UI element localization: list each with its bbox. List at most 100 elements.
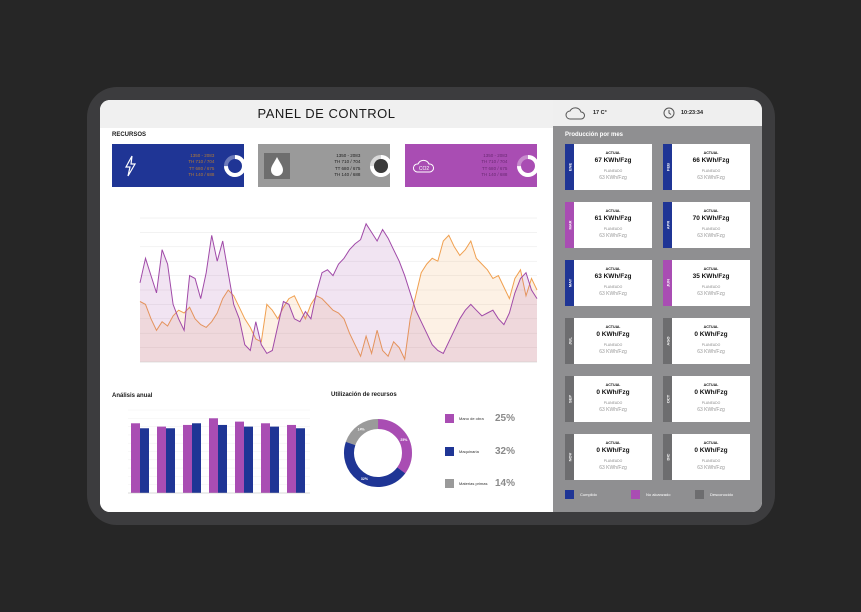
donut-slice-label: 25% xyxy=(400,438,408,442)
planned-value: 63 KWh/Fzg xyxy=(599,175,627,181)
month-card[interactable]: OCT ACTUAL 0 KWh/Fzg PLANEADO 63 KWh/Fzg xyxy=(663,376,750,422)
resource-value-line: TH 710 / 704 xyxy=(481,159,508,164)
actual-label: ACTUAL xyxy=(703,267,719,271)
month-card[interactable]: ENE ACTUAL 67 KWh/Fzg PLANEADO 63 KWh/Fzg xyxy=(565,144,652,190)
month-tab: JUN xyxy=(663,260,672,306)
actual-label: ACTUAL xyxy=(605,325,621,329)
month-card[interactable]: FEB ACTUAL 66 KWh/Fzg PLANEADO 63 KWh/Fzg xyxy=(663,144,750,190)
month-card[interactable]: JUL ACTUAL 0 KWh/Fzg PLANEADO 63 KWh/Fzg xyxy=(565,318,652,364)
bar xyxy=(270,426,279,493)
planned-label: PLANEADO xyxy=(603,459,623,463)
legend-swatch xyxy=(445,447,454,456)
weather-temp: 17 C° xyxy=(593,110,607,116)
series-area xyxy=(140,223,537,362)
planned-value: 63 KWh/Fzg xyxy=(599,407,627,413)
lightning-icon xyxy=(118,153,144,179)
resource-value-line: 1350 - 2083 xyxy=(483,152,508,158)
resource-ring xyxy=(224,154,244,177)
month-label: FEB xyxy=(665,163,670,171)
actual-label: ACTUAL xyxy=(703,151,719,155)
legend-percent: 32% xyxy=(495,446,516,457)
recursos-label: RECURSOS xyxy=(112,132,147,138)
planned-value: 63 KWh/Fzg xyxy=(697,407,725,413)
resource-values: 1350 - 2083 TH 710 / 704 TT 680 / 675 TH 14… xyxy=(166,153,214,179)
month-label: SEP xyxy=(567,394,572,404)
planned-label: PLANEADO xyxy=(701,459,721,463)
bar xyxy=(157,426,166,493)
actual-value: 67 KWh/Fzg xyxy=(594,157,632,164)
status-legend-item: Desconocido xyxy=(695,490,733,499)
month-tab: AGO xyxy=(663,318,672,364)
legend-label: Cumplido xyxy=(580,492,597,497)
legend-label: Maquinaria xyxy=(459,449,479,454)
bar xyxy=(131,423,140,493)
title-bar: PANEL DE CONTROL xyxy=(100,100,553,128)
month-label: MAR xyxy=(567,220,572,230)
resource-card[interactable]: 1350 - 2083 TH 710 / 704 TT 680 / 675 TH 14… xyxy=(258,144,390,187)
donut-slice-label: 32% xyxy=(361,477,369,481)
resource-ring xyxy=(370,154,390,177)
month-tab: APR xyxy=(663,202,672,248)
donut-chart: 25% 32% 14% xyxy=(340,408,415,503)
production-panel: 17 C° 10:23:34 Producción por mes ENE ACT… xyxy=(553,100,762,512)
main-panel: PANEL DE CONTROL RECURSOS 1350 - 2083 TH … xyxy=(100,100,553,512)
planned-value: 63 KWh/Fzg xyxy=(697,349,725,355)
legend-label: Desconocido xyxy=(710,492,734,497)
donut-chart-svg: 25% 32% 14% xyxy=(344,419,412,487)
actual-label: ACTUAL xyxy=(703,209,719,213)
bar-chart-svg xyxy=(128,409,310,494)
planned-label: PLANEADO xyxy=(701,227,721,231)
resource-ring xyxy=(517,154,537,177)
month-label: ENE xyxy=(567,162,572,172)
actual-label: ACTUAL xyxy=(605,209,621,213)
resource-card[interactable]: CO2 1350 - 2083 TH 710 / 704 TT 680 / 675 TH… xyxy=(405,144,537,187)
status-legend-item: No alcanzado xyxy=(631,490,670,499)
water-drop-icon xyxy=(264,152,290,179)
legend-swatch xyxy=(445,479,454,488)
month-tab: JUL xyxy=(565,318,574,364)
cloud-icon xyxy=(565,107,585,120)
month-card[interactable]: APR ACTUAL 70 KWh/Fzg PLANEADO 63 KWh/Fzg xyxy=(663,202,750,248)
series-line xyxy=(139,234,538,361)
resource-value-line: TH 140 / 688 xyxy=(334,172,361,177)
month-card[interactable]: JUN ACTUAL 35 KWh/Fzg PLANEADO 63 KWh/Fzg xyxy=(663,260,750,306)
month-card[interactable]: SEP ACTUAL 0 KWh/Fzg PLANEADO 63 KWh/Fzg xyxy=(565,376,652,422)
planned-label: PLANEADO xyxy=(603,285,623,289)
bar xyxy=(209,418,218,493)
month-label: APR xyxy=(665,220,670,230)
month-tab: MAR xyxy=(565,202,574,248)
actual-label: ACTUAL xyxy=(605,441,621,445)
month-tab: DIC xyxy=(663,434,672,480)
month-label: DIC xyxy=(665,453,670,461)
bar xyxy=(296,428,305,493)
resource-value-line: 1350 - 2083 xyxy=(190,152,215,158)
month-card[interactable]: DIC ACTUAL 0 KWh/Fzg PLANEADO 63 KWh/Fzg xyxy=(663,434,750,480)
actual-value: 0 KWh/Fzg xyxy=(694,447,728,454)
donut-slice-label: 14% xyxy=(358,428,366,432)
month-card[interactable]: MAY ACTUAL 63 KWh/Fzg PLANEADO 63 KWh/Fzg xyxy=(565,260,652,306)
resource-values: 1350 - 2083 TH 710 / 704 TT 680 / 675 TH 14… xyxy=(312,153,360,179)
bar xyxy=(244,426,253,493)
month-card[interactable]: NOV ACTUAL 0 KWh/Fzg PLANEADO 63 KWh/Fzg xyxy=(565,434,652,480)
bar xyxy=(261,423,270,493)
resource-value-line: 1350 - 2083 xyxy=(336,152,361,158)
planned-value: 63 KWh/Fzg xyxy=(599,349,627,355)
clock-time: 10:23:34 xyxy=(681,110,704,116)
month-card[interactable]: AGO ACTUAL 0 KWh/Fzg PLANEADO 63 KWh/Fzg xyxy=(663,318,750,364)
legend-label: No alcanzado xyxy=(646,492,671,497)
planned-label: PLANEADO xyxy=(603,401,623,405)
month-tab: MAY xyxy=(565,260,574,306)
resource-card[interactable]: 1350 - 2083 TH 710 / 704 TT 680 / 675 TH 14… xyxy=(112,144,244,187)
dashboard-screen: PANEL DE CONTROL RECURSOS 1350 - 2083 TH … xyxy=(100,100,762,512)
legend-label: Materias primas xyxy=(459,481,488,486)
month-card[interactable]: MAR ACTUAL 61 KWh/Fzg PLANEADO 63 KWh/Fzg xyxy=(565,202,652,248)
co2-cloud-icon: CO2 xyxy=(411,153,437,179)
actual-label: ACTUAL xyxy=(703,383,719,387)
resource-value-line: TT 680 / 675 xyxy=(334,165,361,171)
planned-label: PLANEADO xyxy=(603,227,623,231)
status-legend-item: Cumplido xyxy=(565,490,597,499)
bar xyxy=(287,424,296,493)
planned-label: PLANEADO xyxy=(701,169,721,173)
planned-label: PLANEADO xyxy=(701,343,721,347)
actual-label: ACTUAL xyxy=(605,383,621,387)
